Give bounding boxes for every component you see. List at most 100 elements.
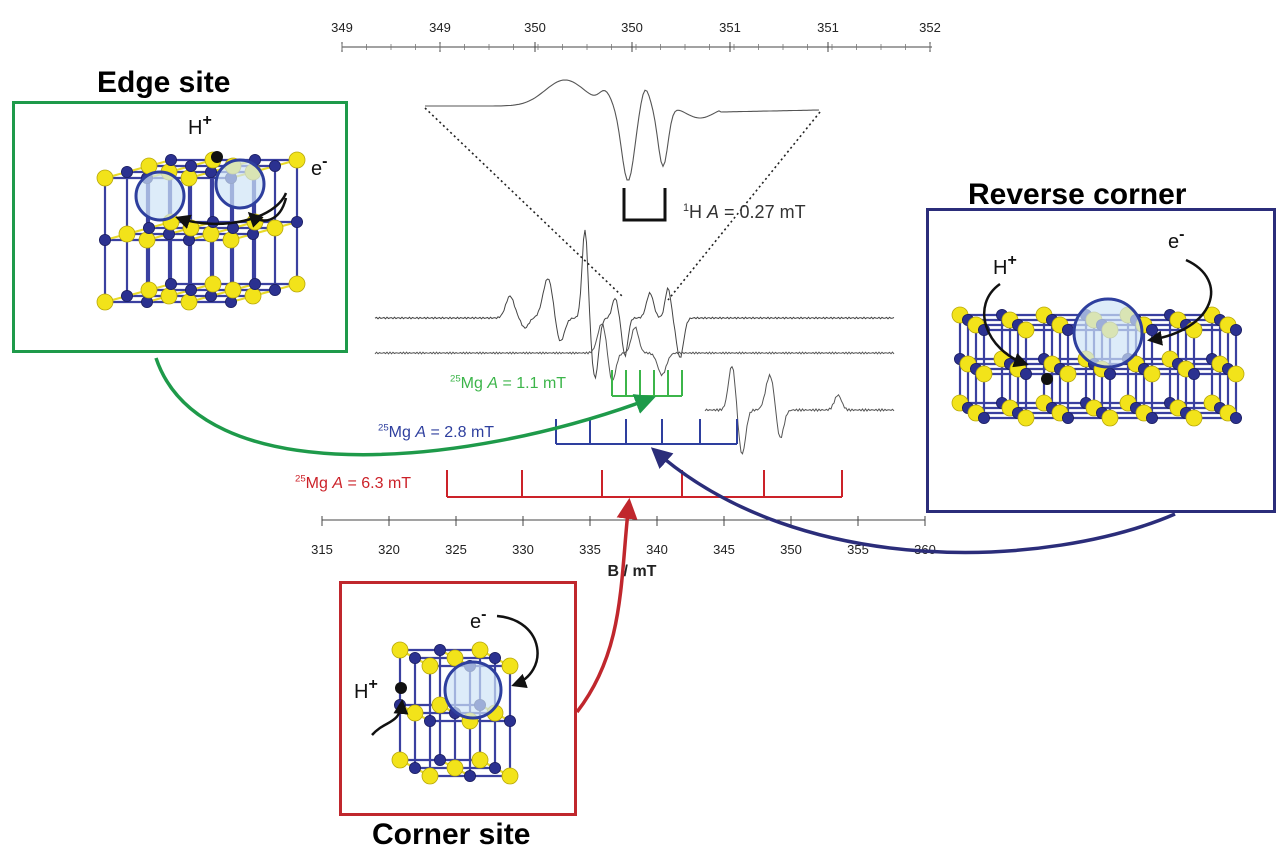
h-hyperfine-bracket <box>622 188 667 222</box>
magnesium-atom <box>1230 411 1243 424</box>
magnesium-atom <box>164 153 177 166</box>
edge-e-minus-superscript: - <box>322 153 327 170</box>
oxygen-atom <box>391 641 409 659</box>
edge-e-minus-base: e <box>311 158 322 180</box>
magnesium-atom <box>1062 411 1075 424</box>
mg-green-label-nucleus: Mg <box>461 375 488 392</box>
oxygen-atom <box>140 281 158 299</box>
magnesium-atom <box>164 277 177 290</box>
edge-to-green-arrow <box>154 357 656 457</box>
oxygen-atom <box>96 293 114 311</box>
h-hyperfine-label-nucleus: H <box>689 202 707 222</box>
magnesium-atom <box>1146 323 1159 336</box>
third-epr-trace <box>704 365 895 455</box>
magnesium-atom <box>121 165 134 178</box>
reverse-proton <box>1041 373 1053 385</box>
mg-blue-label-nucleus: Mg <box>389 424 416 441</box>
oxygen-atom <box>160 287 178 305</box>
epr-spectra <box>374 79 895 455</box>
oxygen-atom <box>288 275 306 293</box>
mg-green-label: 25Mg A = 1.1 mT <box>450 374 566 392</box>
corner-e-minus-superscript: - <box>481 606 486 623</box>
magnesium-atom <box>1104 367 1117 380</box>
magnesium-atom <box>978 411 991 424</box>
top-axis-tick-label: 349 <box>429 20 451 35</box>
oxygen-atom <box>96 169 114 187</box>
top-axis-tick-label: 351 <box>719 20 741 35</box>
oxygen-atom <box>501 657 519 675</box>
reverse-e-minus: e- <box>1168 226 1184 253</box>
magnesium-atom <box>1188 367 1201 380</box>
magnesium-atom <box>184 283 197 296</box>
h-hyperfine-label-isotope: 1 <box>683 202 689 214</box>
oxygen-atom <box>1185 321 1203 339</box>
top-axis-tick-label: 351 <box>817 20 839 35</box>
bottom-axis-tick-label: 325 <box>445 542 467 557</box>
oxygen-atom <box>471 641 489 659</box>
mg-red-label-symbol: A <box>331 475 343 492</box>
magnesium-atom <box>1230 323 1243 336</box>
full-epr-trace <box>374 229 895 380</box>
second-epr-trace <box>374 323 895 383</box>
mg-red-label-isotope: 25 <box>295 474 306 485</box>
magnesium-atom <box>433 644 446 657</box>
edge-e-minus: e- <box>311 153 327 180</box>
magnesium-atom <box>408 652 421 665</box>
bottom-axis-tick-label: 345 <box>713 542 735 557</box>
magnesium-atom <box>463 770 476 783</box>
corner-electron-arrow <box>496 614 539 688</box>
edge-site-lattice <box>96 151 306 311</box>
corner-e-minus-base: e <box>470 611 481 633</box>
oxygen-atom <box>138 231 156 249</box>
corner-h-plus-superscript: + <box>368 676 377 693</box>
zoom-guide-left <box>424 107 623 297</box>
zoom-guide-right <box>667 111 821 301</box>
edge-site-panel <box>12 101 348 353</box>
oxygen-atom <box>288 151 306 169</box>
magnesium-atom <box>408 762 421 775</box>
magnesium-atom <box>290 215 303 228</box>
magnesium-atom <box>184 159 197 172</box>
oxygen-atom <box>1059 365 1077 383</box>
oxygen-atom <box>975 365 993 383</box>
oxygen-atom <box>471 751 489 769</box>
reverse-e-minus-superscript: - <box>1179 226 1184 243</box>
oxygen-atom <box>244 287 262 305</box>
oxygen-atom <box>222 231 240 249</box>
magnesium-atom <box>1062 323 1075 336</box>
edge-h-plus: H+ <box>188 112 212 139</box>
top-axis-tick-label: 350 <box>621 20 643 35</box>
oxygen-atom <box>118 225 136 243</box>
magnesium-atom <box>248 277 261 290</box>
edge-defect-site-left <box>134 170 186 222</box>
oxygen-atom <box>1017 321 1035 339</box>
magnesium-atom <box>423 715 436 728</box>
oxygen-atom <box>1227 365 1245 383</box>
magnesium-atom <box>1146 411 1159 424</box>
magnesium-atom <box>121 289 134 302</box>
top-axis-tick-label: 349 <box>331 20 353 35</box>
h-hyperfine-label-value: = 0.27 mT <box>719 202 806 222</box>
reverse-corner-title: Reverse corner <box>968 178 1187 211</box>
reverse-h-plus: H+ <box>993 252 1017 279</box>
connector-arrows <box>154 192 1213 736</box>
magnesium-atom <box>99 233 112 246</box>
edge-site-title: Edge site <box>97 66 231 99</box>
corner-proton <box>395 682 407 694</box>
oxygen-atom <box>421 657 439 675</box>
h-hyperfine-label: 1H A = 0.27 mT <box>683 202 806 222</box>
mg-green-label-isotope: 25 <box>450 374 461 385</box>
top-axis-tick-label: 350 <box>524 20 546 35</box>
reverse-to-blue-arrow <box>650 447 1176 555</box>
top-axis-tick-label: 352 <box>919 20 941 35</box>
oxygen-atom <box>180 169 198 187</box>
top-field-axis: 349 349 350 350 351 351 352 <box>331 20 941 52</box>
mg-green-label-value: = 1.1 mT <box>498 375 566 392</box>
corner-proton-arrow <box>371 699 409 736</box>
magnesium-atom <box>268 283 281 296</box>
bottom-axis-tick-label: 320 <box>378 542 400 557</box>
corner-site-title: Corner site <box>372 818 531 851</box>
magnesium-atom <box>142 221 155 234</box>
